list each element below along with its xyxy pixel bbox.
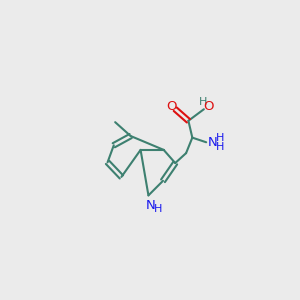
- Text: N: N: [146, 199, 156, 212]
- Text: O: O: [166, 100, 176, 113]
- Text: O: O: [203, 100, 214, 113]
- Text: N: N: [208, 136, 218, 149]
- Text: H: H: [216, 133, 224, 142]
- Text: H: H: [199, 97, 207, 107]
- Text: H: H: [216, 142, 224, 152]
- Text: H: H: [154, 204, 162, 214]
